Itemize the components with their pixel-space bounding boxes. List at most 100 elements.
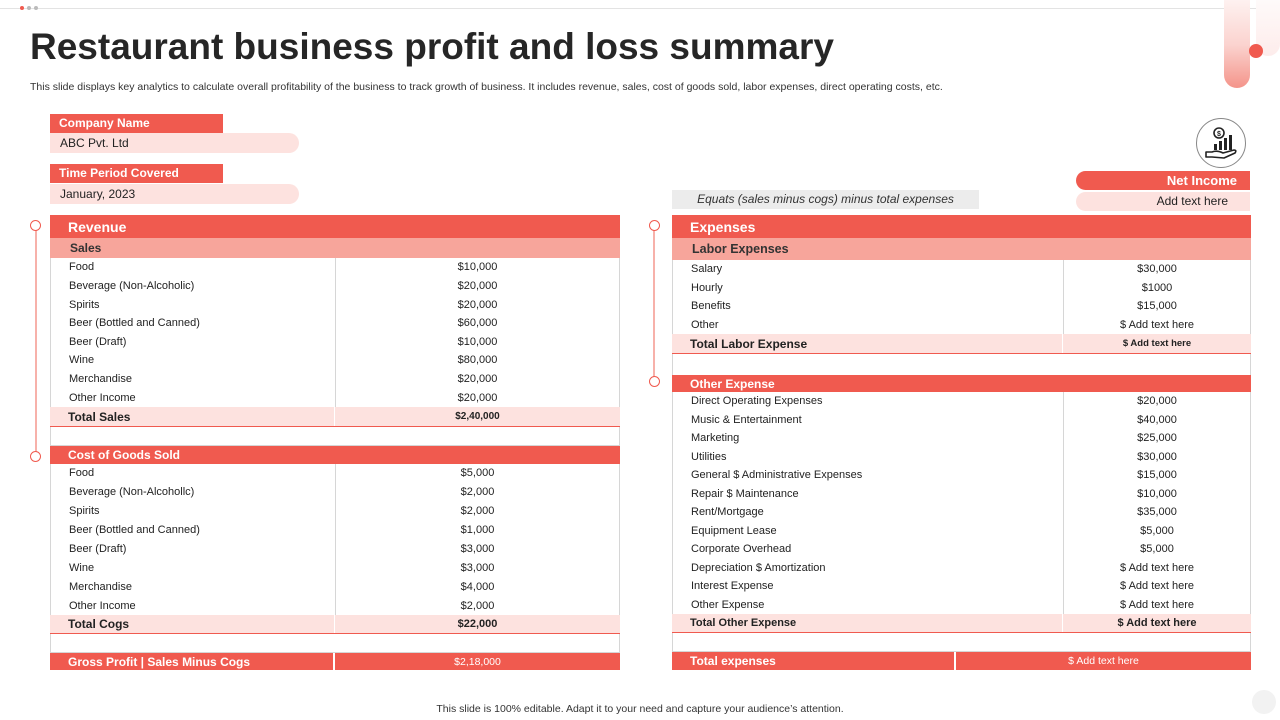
column-divider	[1063, 260, 1064, 334]
row-label: Other	[691, 318, 719, 331]
gross-profit-label: Gross Profit | Sales Minus Cogs	[68, 654, 251, 669]
row-label: Beverage (Non-Alcoholic)	[69, 279, 195, 292]
row-label: Marketing	[691, 432, 740, 445]
row-label: Salary	[691, 263, 723, 276]
table-row: Beer (Bottled and Canned) $1,000	[51, 521, 619, 540]
row-value: $2,000	[460, 505, 495, 518]
row-value: $ Add text here	[1120, 318, 1194, 331]
row-value: $1000	[1141, 281, 1173, 294]
other-expense-header: Other Expense	[672, 375, 1251, 392]
row-value: $15,000	[1137, 300, 1177, 313]
row-value: $3,000	[460, 542, 495, 555]
table-row: Utilities $30,000	[673, 448, 1250, 467]
sales-subheader: Sales	[50, 238, 620, 258]
row-value: $20,000	[457, 373, 498, 386]
table-row: Marketing $25,000	[673, 429, 1250, 448]
table-row: Other Expense $ Add text here	[673, 596, 1250, 615]
row-value: $40,000	[1137, 413, 1177, 426]
row-label: Beer (Draft)	[69, 542, 127, 555]
row-label: Wine	[69, 354, 95, 367]
row-label: Depreciation $ Amortization	[691, 561, 826, 574]
money-hand-growth-icon: $	[1196, 118, 1246, 168]
row-value: $ Add text here	[1120, 598, 1194, 611]
column-divider	[335, 464, 336, 615]
sales-spacer	[50, 427, 620, 446]
row-label: Beer (Bottled and Canned)	[69, 524, 200, 537]
row-value: $35,000	[1137, 506, 1177, 519]
table-row: Beverage (Non-Alcohollc) $2,000	[51, 483, 619, 502]
row-label: Benefits	[691, 300, 731, 313]
row-value: $20,000	[457, 391, 498, 404]
decorative-circle	[1252, 690, 1276, 714]
company-name-value[interactable]: ABC Pvt. Ltd	[50, 133, 299, 153]
row-value: $5,000	[1140, 543, 1174, 556]
total-sales-row: Total Sales $2,40,000	[50, 407, 620, 427]
net-income-value[interactable]: Add text here	[1076, 192, 1250, 211]
cogs-timeline-dot	[30, 451, 41, 462]
row-value: $10,000	[457, 335, 498, 348]
expenses-timeline	[653, 226, 655, 382]
table-row: Direct Operating Expenses $20,000	[673, 392, 1250, 411]
table-row: Wine $80,000	[51, 351, 619, 370]
row-label: Equipment Lease	[691, 524, 777, 537]
total-cogs-value: $22,000	[457, 618, 498, 630]
time-period-value[interactable]: January, 2023	[50, 184, 299, 204]
net-income-formula: Equats (sales minus cogs) minus total ex…	[672, 190, 979, 209]
table-row: Corporate Overhead $5,000	[673, 540, 1250, 559]
total-expenses-label: Total expenses	[690, 654, 776, 668]
row-value: $2,000	[460, 486, 495, 499]
row-label: Other Expense	[691, 598, 765, 611]
row-value: $15,000	[1137, 469, 1177, 482]
total-sales-label: Total Sales	[68, 409, 131, 424]
row-value: $10,000	[457, 261, 498, 274]
row-label: Food	[69, 261, 95, 274]
other-spacer	[672, 633, 1251, 652]
gross-profit-value: $2,18,000	[454, 655, 501, 668]
decorative-pill-left	[1224, 0, 1250, 88]
table-row: Other $ Add text here	[673, 316, 1250, 335]
total-labor-value: $ Add text here	[1122, 338, 1192, 349]
row-label: Spirits	[69, 298, 100, 311]
row-label: Wine	[69, 561, 95, 574]
slide-dots	[20, 6, 38, 10]
revenue-header: Revenue	[50, 215, 620, 238]
row-value: $60,000	[457, 317, 498, 330]
sales-table: Food $10,000 Beverage (Non-Alcoholic) $20,0…	[50, 258, 620, 407]
row-value: $20,000	[457, 298, 498, 311]
revenue-timeline-dot	[30, 220, 41, 231]
cogs-header: Cost of Goods Sold	[50, 446, 620, 464]
column-divider	[1063, 392, 1064, 614]
row-value: $80,000	[457, 354, 498, 367]
decorative-dot	[1249, 44, 1263, 58]
table-row: Spirits $2,000	[51, 502, 619, 521]
table-row: Beer (Bottled and Canned) $60,000	[51, 314, 619, 333]
table-row: Other Income $20,000	[51, 388, 619, 407]
table-row: Equipment Lease $5,000	[673, 522, 1250, 541]
row-label: General $ Administrative Expenses	[691, 469, 863, 482]
total-sales-value: $2,40,000	[455, 411, 500, 422]
row-value: $4,000	[460, 580, 495, 593]
total-cogs-label: Total Cogs	[68, 617, 130, 631]
row-value: $3,000	[460, 561, 495, 574]
row-label: Beer (Bottled and Canned)	[69, 317, 200, 330]
row-label: Beverage (Non-Alcohollc)	[69, 486, 195, 499]
row-label: Corporate Overhead	[691, 543, 792, 556]
expenses-header: Expenses	[672, 215, 1251, 238]
table-row: Food $10,000	[51, 258, 619, 277]
row-label: Merchandise	[69, 373, 132, 386]
row-value: $2,000	[460, 599, 495, 612]
total-other-row: Total Other Expense $ Add text here	[672, 614, 1251, 633]
table-row: Beverage (Non-Alcoholic) $20,000	[51, 277, 619, 296]
table-row: Music & Entertainment $40,000	[673, 411, 1250, 430]
row-label: Interest Expense	[691, 580, 774, 593]
table-row: Wine $3,000	[51, 558, 619, 577]
row-label: Spirits	[69, 505, 100, 518]
total-cogs-row: Total Cogs $22,000	[50, 615, 620, 634]
table-row: Spirits $20,000	[51, 295, 619, 314]
revenue-timeline	[35, 226, 37, 456]
footer-note: This slide is 100% editable. Adapt it to…	[436, 703, 844, 715]
row-label: Direct Operating Expenses	[691, 395, 823, 408]
row-value: $ Add text here	[1120, 580, 1194, 593]
row-value: $10,000	[1137, 487, 1177, 500]
labor-expenses-table: Salary $30,000 Hourly $1000 Benefits $15,000 O…	[672, 260, 1251, 334]
